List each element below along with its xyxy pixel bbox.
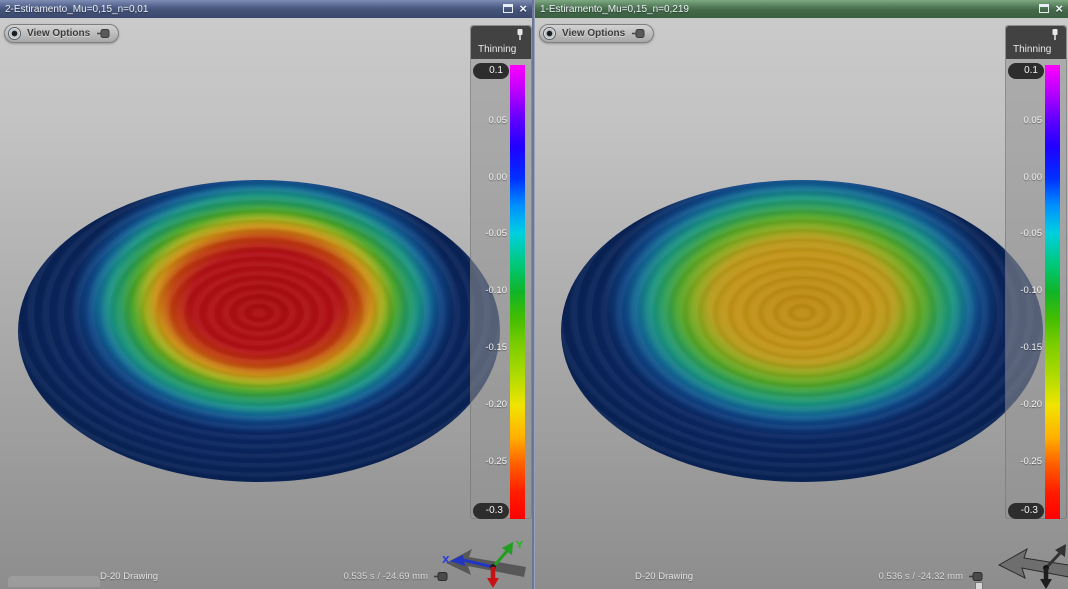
legend-title: Thinning (1013, 44, 1051, 55)
maximize-icon[interactable] (1039, 4, 1049, 13)
x-axis-label: X (442, 555, 450, 566)
view-options-label: View Options (562, 28, 625, 39)
window-title: 1-Estiramento_Mu=0,15_n=0,219 (540, 4, 689, 15)
status-pin-icon[interactable] (433, 571, 448, 582)
legend-tick: -0.15 (471, 342, 507, 353)
legend-pin-icon[interactable] (1049, 28, 1061, 41)
titlebar[interactable]: 2-Estiramento_Mu=0,15_n=0,01 × (0, 0, 532, 18)
view-options-button[interactable]: View Options (4, 24, 119, 43)
legend-header: Thinning (1006, 26, 1066, 59)
legend-max-value[interactable]: 0.1 (1008, 63, 1044, 79)
view-options-label: View Options (27, 28, 90, 39)
part-disc[interactable] (18, 180, 500, 482)
eye-icon (543, 27, 556, 40)
legend-panel: Thinning 0.1 0.05 0.00 -0.05 -0.10 -0.15… (1005, 25, 1067, 519)
window-left: 2-Estiramento_Mu=0,15_n=0,01 × View Opti… (0, 0, 534, 589)
app-workspace: 2-Estiramento_Mu=0,15_n=0,01 × View Opti… (0, 0, 1068, 589)
legend-tick: -0.15 (1006, 342, 1042, 353)
legend-tick: -0.25 (1006, 456, 1042, 467)
legend-tick: -0.20 (471, 399, 507, 410)
legend-tick: 0.00 (1006, 172, 1042, 183)
close-icon[interactable]: × (519, 2, 527, 15)
viewport-3d[interactable]: View Options Thinning 0.1 0.05 0.00 (535, 18, 1068, 589)
axes-triad[interactable] (991, 538, 1068, 589)
status-part-name: D-20 Drawing (100, 571, 158, 582)
popup-handle (975, 582, 983, 589)
legend-min-value[interactable]: -0.3 (1008, 503, 1044, 519)
status-pin-icon[interactable] (968, 571, 983, 582)
titlebar[interactable]: 1-Estiramento_Mu=0,15_n=0,219 × (535, 0, 1068, 18)
status-time-depth: 0.536 s / -24.32 mm (879, 571, 963, 582)
part-disc[interactable] (561, 180, 1043, 482)
pin-icon (96, 28, 110, 39)
y-axis-label: Y (515, 540, 524, 551)
window-right: 1-Estiramento_Mu=0,15_n=0,219 × View Opt… (534, 0, 1068, 589)
legend-tick: -0.20 (1006, 399, 1042, 410)
legend-pin-icon[interactable] (514, 28, 526, 41)
viewport-3d[interactable]: View Options Thinning 0.1 0.05 0.00 (0, 18, 534, 589)
legend-tick: -0.05 (1006, 228, 1042, 239)
status-part-name: D-20 Drawing (635, 571, 693, 582)
legend-min-value[interactable]: -0.3 (473, 503, 509, 519)
legend-tick: 0.05 (471, 115, 507, 126)
legend-tick: -0.25 (471, 456, 507, 467)
pin-icon (631, 28, 645, 39)
window-title: 2-Estiramento_Mu=0,15_n=0,01 (5, 4, 148, 15)
close-icon[interactable]: × (1055, 2, 1063, 15)
legend-title: Thinning (478, 44, 516, 55)
legend-tick: 0.00 (471, 172, 507, 183)
legend-colorbar (1045, 65, 1060, 519)
legend-tick: -0.10 (1006, 285, 1042, 296)
bottom-panel-handle (8, 576, 100, 587)
maximize-icon[interactable] (503, 4, 513, 13)
legend-tick: 0.05 (1006, 115, 1042, 126)
axes-triad[interactable]: X Y (438, 536, 534, 588)
legend-tick: -0.10 (471, 285, 507, 296)
legend-max-value[interactable]: 0.1 (473, 63, 509, 79)
eye-icon (8, 27, 21, 40)
status-time-depth: 0.535 s / -24.69 mm (344, 571, 428, 582)
legend-panel: Thinning 0.1 0.05 0.00 -0.05 -0.10 -0.15… (470, 25, 532, 519)
legend-colorbar (510, 65, 525, 519)
legend-tick: -0.05 (471, 228, 507, 239)
legend-header: Thinning (471, 26, 531, 59)
view-options-button[interactable]: View Options (539, 24, 654, 43)
